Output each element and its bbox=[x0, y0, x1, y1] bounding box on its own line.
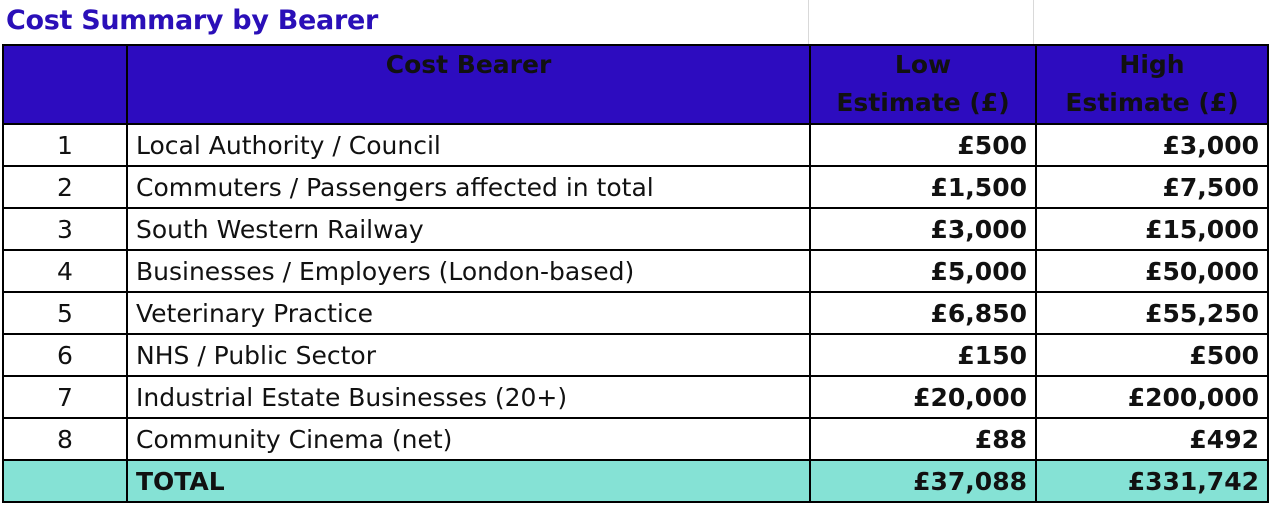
table-row: 7 Industrial Estate Businesses (20+) £20… bbox=[2, 375, 1269, 419]
total-low-estimate-cell[interactable]: £37,088 bbox=[809, 459, 1037, 503]
total-high-estimate-cell[interactable]: £331,742 bbox=[1035, 459, 1269, 503]
page-title[interactable]: Cost Summary by Bearer bbox=[6, 5, 378, 36]
low-estimate-cell[interactable]: £1,500 bbox=[809, 165, 1037, 209]
table-row: 8 Community Cinema (net) £88 £492 bbox=[2, 417, 1269, 461]
high-estimate-cell[interactable]: £15,000 bbox=[1035, 207, 1269, 251]
high-estimate-cell[interactable]: £200,000 bbox=[1035, 375, 1269, 419]
total-label-cell[interactable]: TOTAL bbox=[126, 459, 811, 503]
high-estimate-cell[interactable]: £50,000 bbox=[1035, 249, 1269, 293]
total-row: TOTAL £37,088 £331,742 bbox=[2, 459, 1269, 503]
low-estimate-cell[interactable]: £500 bbox=[809, 123, 1037, 167]
table-row: 3 South Western Railway £3,000 £15,000 bbox=[2, 207, 1269, 251]
row-number-cell[interactable]: 2 bbox=[2, 165, 128, 209]
row-number-cell[interactable]: 4 bbox=[2, 249, 128, 293]
cost-summary-table: Cost Bearer Low Estimate (£) High Estima… bbox=[2, 44, 1269, 503]
high-estimate-cell[interactable]: £500 bbox=[1035, 333, 1269, 377]
row-number-cell[interactable]: 1 bbox=[2, 123, 128, 167]
header-label-line: Estimate (£) bbox=[1065, 88, 1239, 117]
low-estimate-cell[interactable]: £6,850 bbox=[809, 291, 1037, 335]
row-number-cell[interactable]: 8 bbox=[2, 417, 128, 461]
header-label-line: Low bbox=[894, 50, 952, 79]
table-row: 2 Commuters / Passengers affected in tot… bbox=[2, 165, 1269, 209]
table-row: 6 NHS / Public Sector £150 £500 bbox=[2, 333, 1269, 377]
gridline bbox=[1033, 0, 1034, 44]
cost-bearer-cell[interactable]: Businesses / Employers (London-based) bbox=[126, 249, 811, 293]
cost-bearer-cell[interactable]: Veterinary Practice bbox=[126, 291, 811, 335]
header-label-line: High bbox=[1119, 50, 1185, 79]
total-number-cell[interactable] bbox=[2, 459, 128, 503]
low-estimate-cell[interactable]: £5,000 bbox=[809, 249, 1037, 293]
table-row: 1 Local Authority / Council £500 £3,000 bbox=[2, 123, 1269, 167]
title-row: Cost Summary by Bearer bbox=[0, 0, 1272, 44]
cost-bearer-cell[interactable]: Community Cinema (net) bbox=[126, 417, 811, 461]
high-estimate-cell[interactable]: £492 bbox=[1035, 417, 1269, 461]
header-cell-high-estimate[interactable]: High Estimate (£) bbox=[1035, 44, 1269, 125]
low-estimate-cell[interactable]: £3,000 bbox=[809, 207, 1037, 251]
low-estimate-cell[interactable]: £150 bbox=[809, 333, 1037, 377]
cost-bearer-cell[interactable]: Local Authority / Council bbox=[126, 123, 811, 167]
table-row: 4 Businesses / Employers (London-based) … bbox=[2, 249, 1269, 293]
cost-bearer-cell[interactable]: NHS / Public Sector bbox=[126, 333, 811, 377]
header-cell-low-estimate[interactable]: Low Estimate (£) bbox=[809, 44, 1037, 125]
row-number-cell[interactable]: 5 bbox=[2, 291, 128, 335]
low-estimate-cell[interactable]: £88 bbox=[809, 417, 1037, 461]
row-number-cell[interactable]: 6 bbox=[2, 333, 128, 377]
gridline bbox=[808, 0, 809, 44]
cost-bearer-cell[interactable]: South Western Railway bbox=[126, 207, 811, 251]
low-estimate-cell[interactable]: £20,000 bbox=[809, 375, 1037, 419]
cost-bearer-cell[interactable]: Industrial Estate Businesses (20+) bbox=[126, 375, 811, 419]
high-estimate-cell[interactable]: £7,500 bbox=[1035, 165, 1269, 209]
header-label-line: Estimate (£) bbox=[836, 88, 1010, 117]
table-row: 5 Veterinary Practice £6,850 £55,250 bbox=[2, 291, 1269, 335]
header-cell-number[interactable] bbox=[2, 44, 128, 125]
row-number-cell[interactable]: 3 bbox=[2, 207, 128, 251]
row-number-cell[interactable]: 7 bbox=[2, 375, 128, 419]
high-estimate-cell[interactable]: £55,250 bbox=[1035, 291, 1269, 335]
header-row: Cost Bearer Low Estimate (£) High Estima… bbox=[2, 44, 1269, 125]
header-cell-cost-bearer[interactable]: Cost Bearer bbox=[126, 44, 811, 125]
header-label: Cost Bearer bbox=[385, 50, 552, 79]
high-estimate-cell[interactable]: £3,000 bbox=[1035, 123, 1269, 167]
cost-bearer-cell[interactable]: Commuters / Passengers affected in total bbox=[126, 165, 811, 209]
